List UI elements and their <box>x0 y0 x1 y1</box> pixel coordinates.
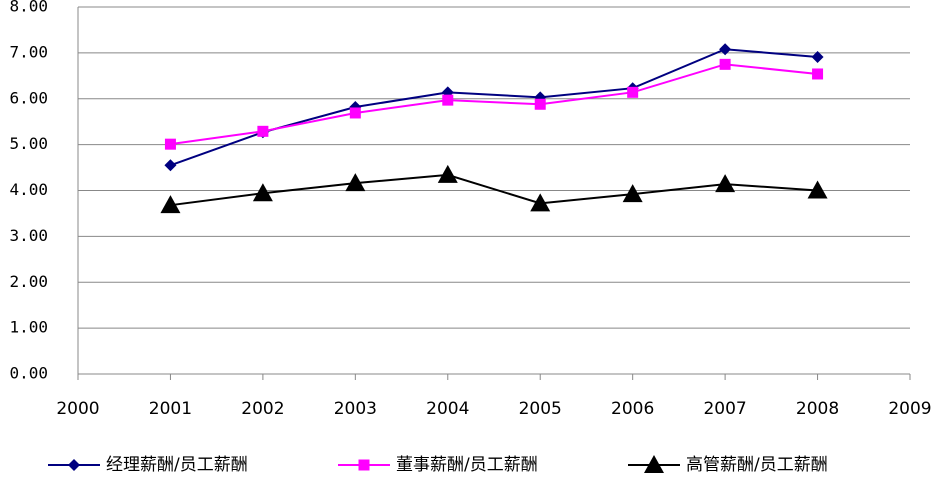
x-tick-label: 2001 <box>149 399 192 419</box>
data-point <box>627 86 639 98</box>
data-point <box>349 107 361 119</box>
y-tick-label: 4.00 <box>9 180 48 199</box>
legend-marker <box>644 455 664 473</box>
data-point <box>811 51 824 64</box>
x-tick-label: 2002 <box>241 399 284 419</box>
data-point <box>252 183 273 202</box>
y-tick-label: 7.00 <box>9 42 48 61</box>
data-point <box>719 58 731 70</box>
y-tick-label: 1.00 <box>9 318 48 337</box>
data-point <box>715 174 736 193</box>
legend-label: 高管薪酬/员工薪酬 <box>686 455 828 475</box>
data-point <box>164 159 177 172</box>
data-point <box>530 193 551 212</box>
y-tick-label: 0.00 <box>9 364 48 383</box>
data-point <box>164 138 176 150</box>
data-point <box>442 94 454 106</box>
legend-marker <box>68 459 80 471</box>
legend-label: 经理薪酬/员工薪酬 <box>106 455 248 475</box>
x-tick-label: 2006 <box>611 399 654 419</box>
series-line <box>170 63 818 146</box>
series-line <box>170 173 818 207</box>
y-tick-label: 6.00 <box>9 88 48 107</box>
legend-label: 董事薪酬/员工薪酬 <box>396 455 538 475</box>
data-point <box>437 164 458 183</box>
data-point <box>345 173 366 192</box>
data-point <box>257 125 269 137</box>
y-tick-label: 2.00 <box>9 272 48 291</box>
data-point <box>812 68 824 80</box>
legend-marker <box>358 459 370 471</box>
x-tick-label: 2000 <box>56 399 99 419</box>
data-point <box>534 98 546 110</box>
x-tick-label: 2009 <box>888 399 931 419</box>
x-tick-label: 2008 <box>796 399 839 419</box>
data-point <box>807 180 828 199</box>
x-tick-label: 2007 <box>703 399 746 419</box>
data-point <box>160 195 181 214</box>
x-tick-label: 2005 <box>519 399 562 419</box>
y-tick-label: 8.00 <box>9 0 48 16</box>
data-point <box>622 184 643 203</box>
y-tick-label: 5.00 <box>9 134 48 153</box>
x-tick-label: 2003 <box>334 399 377 419</box>
y-tick-label: 3.00 <box>9 226 48 245</box>
x-tick-label: 2004 <box>426 399 469 419</box>
data-point <box>719 43 732 56</box>
